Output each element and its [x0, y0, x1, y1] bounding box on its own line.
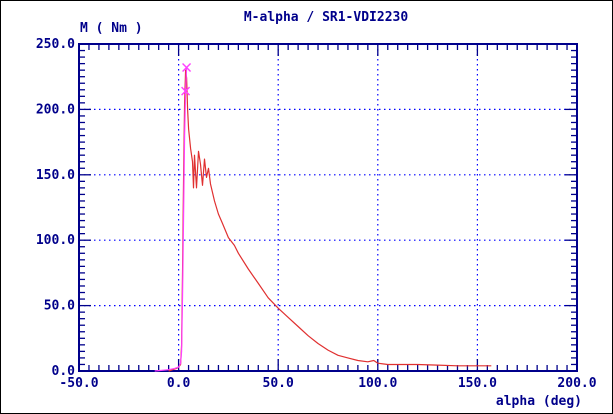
- x-tick-label: 100.0: [358, 376, 397, 391]
- data-series: [154, 67, 492, 372]
- x-tick-label: 150.0: [458, 376, 497, 391]
- y-tick-label: 100.0: [36, 233, 75, 248]
- series-line-2: [154, 67, 188, 372]
- peak-marker: [182, 63, 192, 73]
- axis-ticks: [78, 43, 578, 372]
- y-axis-label: M ( Nm ): [80, 21, 143, 36]
- y-tick-label: 0.0: [52, 364, 76, 379]
- y-tick-label: 50.0: [44, 299, 75, 314]
- chart-title: M-alpha / SR1-VDI2230: [244, 10, 409, 25]
- marker-stroke: [181, 86, 191, 96]
- grid-lines: [79, 44, 577, 371]
- x-tick-label: 200.0: [557, 376, 596, 391]
- peak-marker: [181, 86, 191, 96]
- plot-area: [78, 43, 578, 372]
- tick-labels: -50.0 0.0 50.0 100.0 150.0 200.00.050.0100.01…: [36, 37, 597, 391]
- y-tick-label: 150.0: [36, 168, 75, 183]
- y-tick-label: 250.0: [36, 37, 75, 52]
- data-markers: [181, 63, 192, 96]
- x-tick-label: 0.0: [167, 376, 191, 391]
- series-line-1: [168, 69, 492, 372]
- x-axis-label: alpha (deg): [496, 394, 582, 409]
- x-tick-label: -50.0: [59, 376, 98, 391]
- y-tick-label: 200.0: [36, 102, 75, 117]
- x-tick-label: 50.0: [263, 376, 294, 391]
- marker-stroke: [182, 63, 192, 73]
